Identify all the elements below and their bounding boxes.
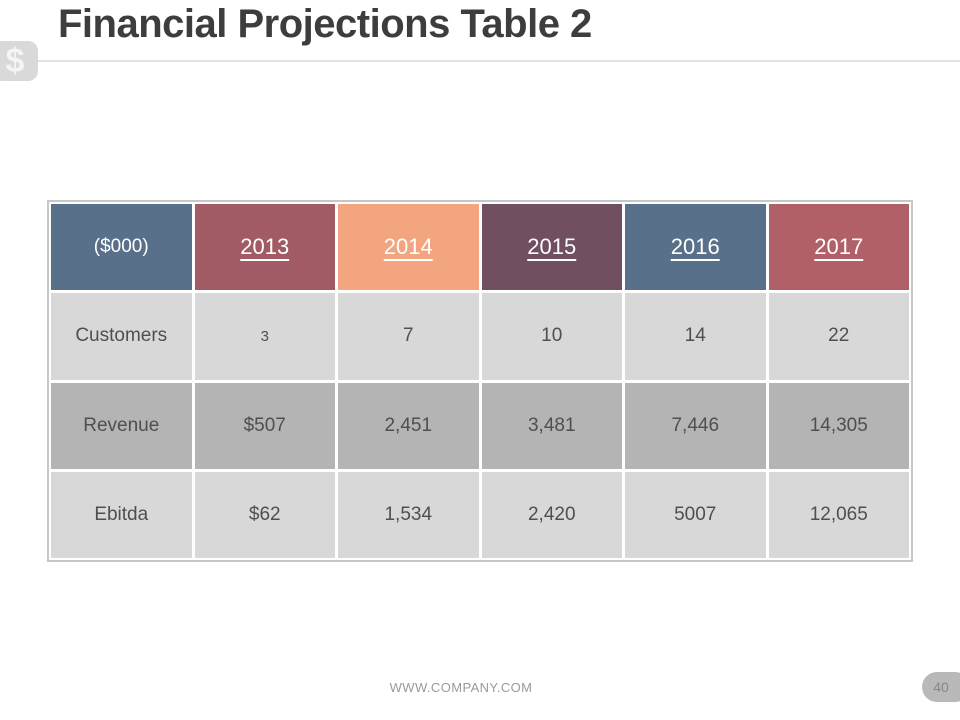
financial-projections-table: ($000) 2013 2014 2015 2016 2017 Customer… [47,200,913,562]
cell-revenue-2016: 7,446 [625,382,766,469]
table-grid: ($000) 2013 2014 2015 2016 2017 Customer… [51,204,909,558]
cell-revenue-2013: $507 [194,382,335,469]
table-header-year-2016: 2016 [625,204,766,291]
footer: WWW.COMPANY.COM [0,680,922,695]
cell-customers-2013: 3 [194,293,335,380]
cell-revenue-2017: 14,305 [768,382,909,469]
cell-customers-2016: 14 [625,293,766,380]
cell-customers-2015: 10 [481,293,622,380]
page-title: Financial Projections Table 2 [58,2,592,46]
title-divider [0,60,960,62]
table-header-unit: ($000) [51,204,192,291]
cell-ebitda-2015: 2,420 [481,471,622,558]
table-header-year-2013: 2013 [194,204,335,291]
year-label: 2017 [814,234,864,260]
cell-customers-2017: 22 [768,293,909,380]
table-header-year-2014: 2014 [338,204,479,291]
cell-ebitda-2017: 12,065 [768,471,909,558]
cell-ebitda-2013: $62 [194,471,335,558]
dollar-glyph: $ [5,41,25,80]
table-header-year-2015: 2015 [481,204,622,291]
year-label: 2016 [670,234,720,260]
page-number: 40 [933,679,949,695]
footer-url: WWW.COMPANY.COM [389,680,533,695]
cell-revenue-2015: 3,481 [481,382,622,469]
cell-customers-2014: 7 [338,293,479,380]
year-label: 2014 [383,234,433,260]
table-header-year-2017: 2017 [768,204,909,291]
year-label: 2015 [527,234,577,260]
cell-revenue-2014: 2,451 [338,382,479,469]
cell-ebitda-2014: 1,534 [338,471,479,558]
row-label-revenue: Revenue [51,382,192,469]
row-label-customers: Customers [51,293,192,380]
unit-label: ($000) [93,236,149,258]
year-label: 2013 [240,234,290,260]
dollar-icon: $ [0,41,38,81]
page-number-badge: 40 [922,672,960,702]
cell-ebitda-2016: 5007 [625,471,766,558]
row-label-ebitda: Ebitda [51,471,192,558]
